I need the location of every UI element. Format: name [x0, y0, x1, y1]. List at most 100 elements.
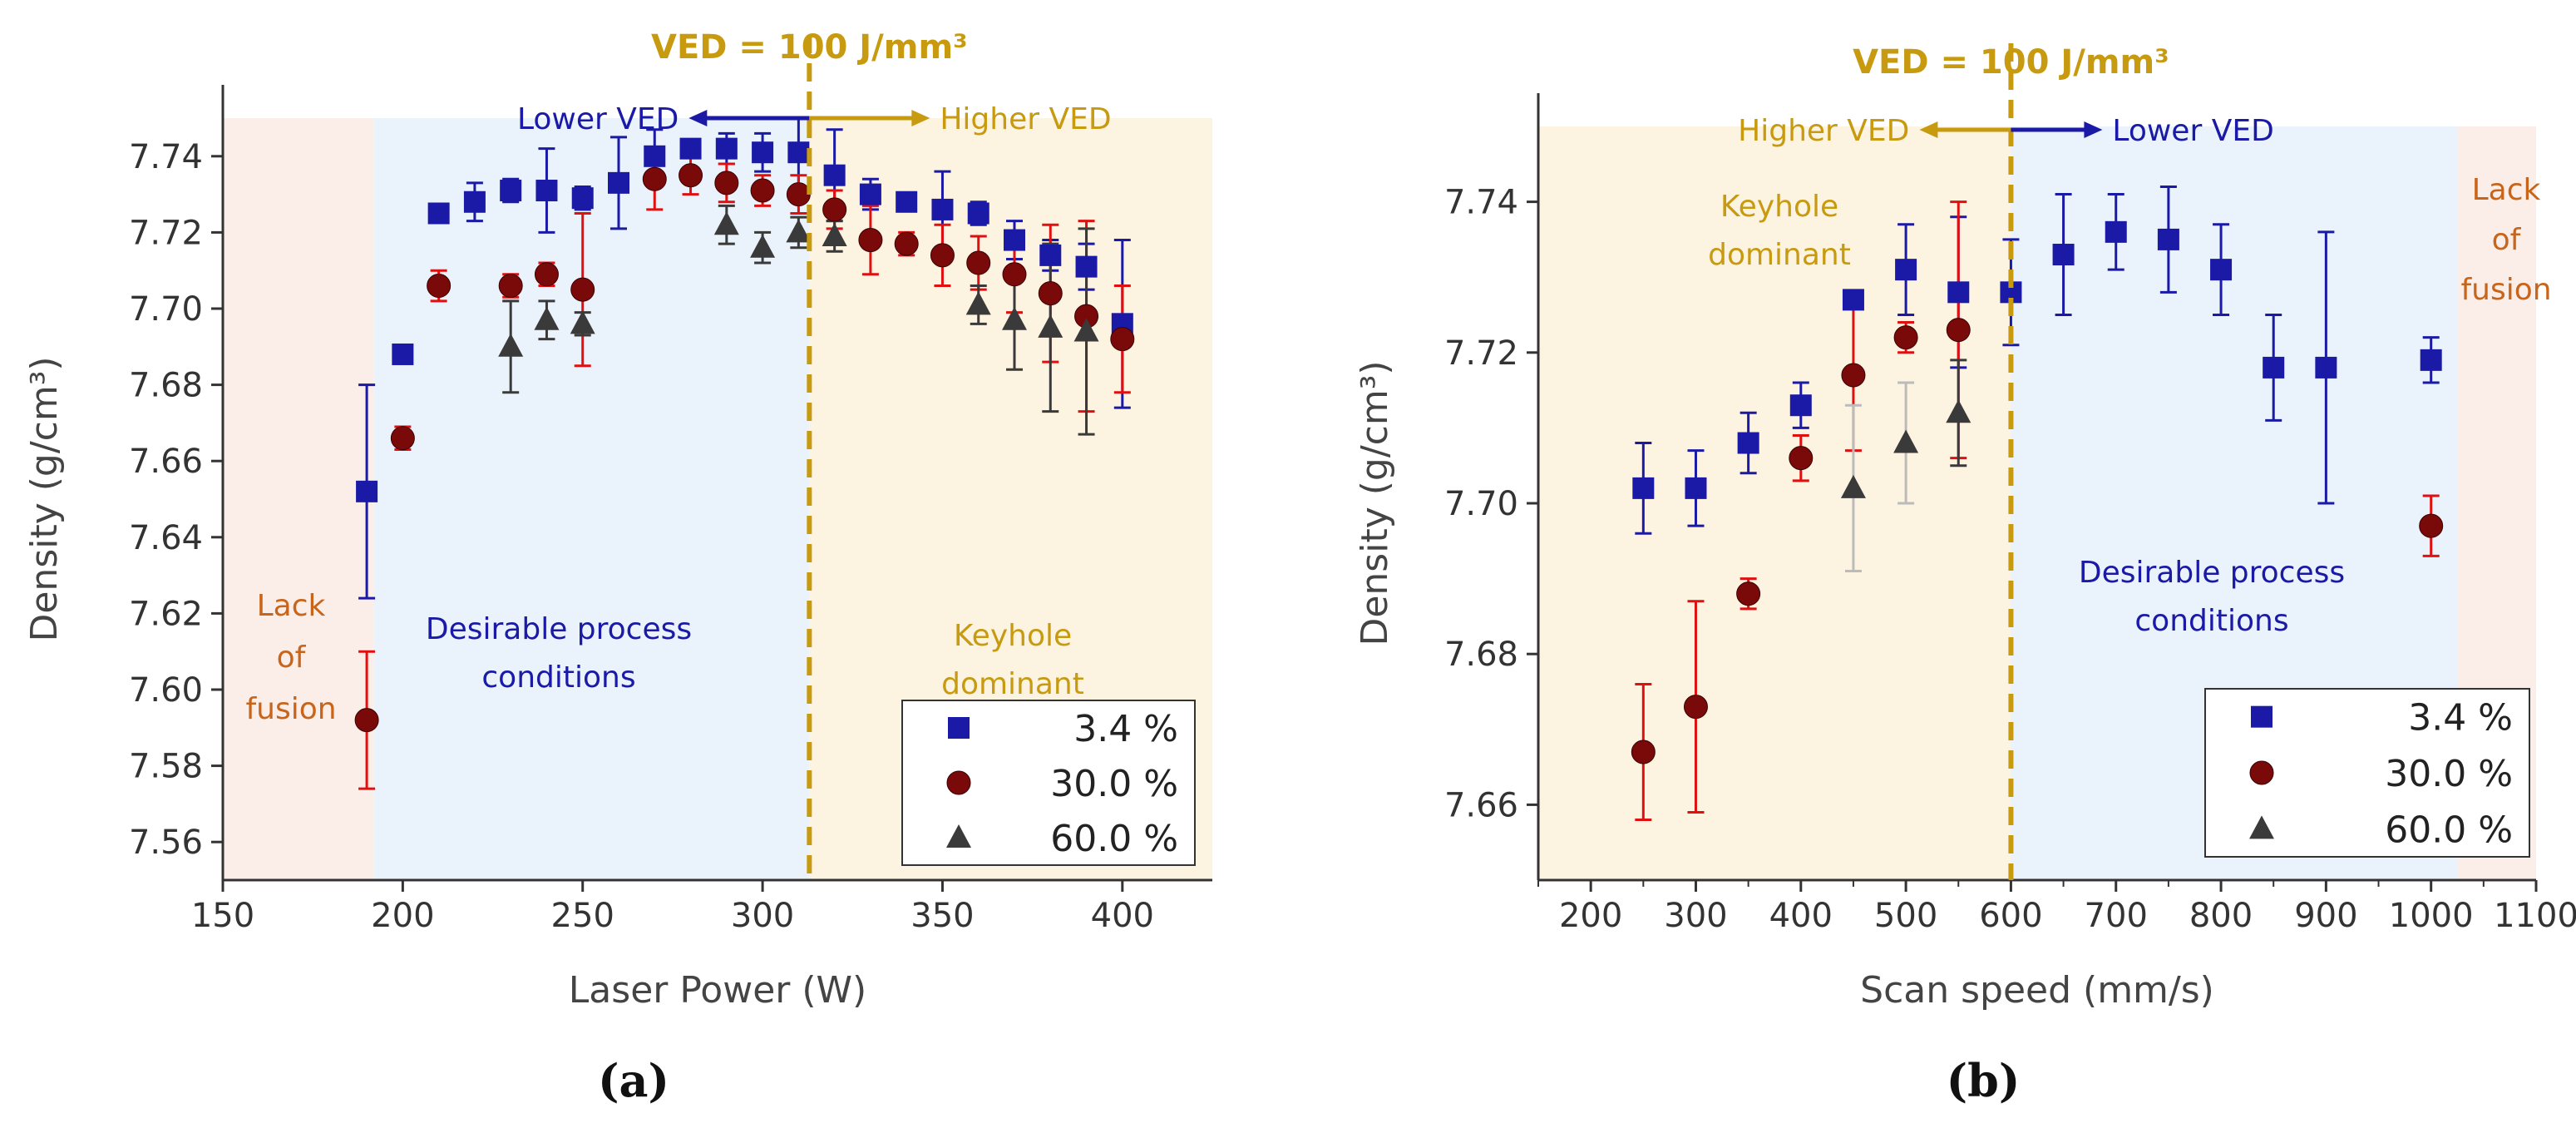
panel-b-ticks: 200 300 400 500 600 700 800 900 1000 1100 7.66 7.68…: [1444, 184, 2576, 935]
panel-b-ved-label: VED = 100 J/mm³: [1853, 43, 2169, 82]
y-tick-label: 7.64: [129, 519, 203, 557]
data-point-3-4: [1632, 477, 1655, 499]
zone-desirable-label-line: Desirable process: [426, 612, 692, 646]
data-point-3-4: [356, 480, 378, 502]
data-point-60-0: [1038, 314, 1063, 338]
panel-a-arrow-right-head: [911, 110, 930, 126]
data-point-3-4: [1004, 229, 1025, 251]
data-point-3-4: [967, 202, 989, 225]
data-point-30-0: [930, 243, 955, 268]
x-tick-label: 250: [551, 897, 614, 935]
data-point-3-4: [644, 145, 666, 167]
data-point-3-4: [427, 202, 450, 225]
data-point-3-4: [1789, 394, 1812, 417]
zone-lack: [223, 118, 374, 880]
data-point-60-0: [498, 333, 524, 357]
x-tick-label: 500: [1874, 897, 1937, 935]
panel-a-x-axis-title: Laser Power (W): [569, 969, 866, 1012]
data-point-30-0: [1893, 325, 1918, 350]
data-point-30-0: [1789, 446, 1814, 471]
zone-desirable-label-line: conditions: [481, 660, 635, 695]
legend-marker-1: [946, 770, 971, 795]
y-tick-label: 7.74: [1444, 184, 1518, 222]
zone-keyhole-label-line: Keyhole: [1720, 190, 1838, 224]
panel-a-ved-arrows: Lower VED Higher VED: [517, 102, 1112, 136]
zone-desirable: [373, 118, 810, 880]
panel-a-caption: (a): [598, 1054, 669, 1107]
data-point-3-4: [931, 198, 954, 220]
data-point-3-4: [2263, 356, 2285, 378]
data-point-3-4: [500, 180, 522, 202]
panel-a-y-axis-title: Density (g/cm³): [23, 356, 66, 641]
data-point-3-4: [463, 190, 486, 213]
panel-a-legend-entry-30: 30.0 %: [1050, 763, 1178, 805]
data-point-30-0: [1683, 695, 1708, 720]
data-point-3-4: [1039, 244, 1062, 266]
data-point-3-4: [859, 183, 881, 205]
data-point-60-0: [1073, 318, 1099, 342]
x-tick-label: 300: [731, 897, 794, 935]
y-tick-label: 7.72: [129, 214, 203, 252]
panel-a-axes: [221, 85, 1212, 882]
x-tick-label: 900: [2294, 897, 2357, 935]
panel-b-ved-arrows: Higher VED Lower VED: [1738, 114, 2274, 148]
x-tick-label: 1000: [2389, 897, 2474, 935]
data-point-30-0: [679, 163, 703, 188]
x-tick-label: 300: [1664, 897, 1727, 935]
data-point-60-0: [1840, 474, 1866, 498]
panel-b-arrow-right-head: [2084, 121, 2103, 138]
data-point-3-4: [787, 141, 810, 164]
data-point-3-4: [535, 180, 558, 202]
legend-marker-0: [948, 717, 970, 739]
y-tick-label: 7.58: [129, 748, 203, 786]
zone-lack-label-line: fusion: [245, 692, 336, 726]
data-point-3-4: [896, 190, 918, 213]
panel-b-legend-entry-3-4: 3.4 %: [2408, 697, 2513, 740]
zone-lack-label-line: Lack: [2472, 173, 2541, 207]
data-point-3-4: [752, 141, 774, 164]
panel-a-ticks: 150 200 250 300 350 400 7.56 7.58 7.60 7.62 7.64 7.…: [129, 138, 1154, 935]
x-tick-label: 150: [191, 897, 254, 935]
data-point-3-4: [2052, 244, 2075, 266]
x-tick-label: 200: [1559, 897, 1622, 935]
data-point-30-0: [498, 274, 523, 299]
x-tick-label: 800: [2189, 897, 2253, 935]
data-point-60-0: [1002, 306, 1027, 330]
data-point-30-0: [354, 708, 379, 733]
legend-marker-0: [2251, 705, 2273, 728]
panel-a-arrow-left-head: [688, 110, 708, 126]
panel-a-ved-label: VED = 100 J/mm³: [651, 28, 968, 67]
panel-a-legend: 3.4 % 30.0 % 60.0 %: [901, 700, 1196, 866]
panel-b-arrow-right-label: Lower VED: [2112, 114, 2273, 148]
data-point-30-0: [427, 274, 452, 299]
data-point-30-0: [1946, 318, 1971, 343]
panel-b-x-axis-title: Scan speed (mm/s): [1860, 969, 2214, 1012]
data-point-3-4: [823, 164, 846, 186]
y-tick-label: 7.72: [1444, 334, 1518, 373]
data-point-3-4: [2315, 356, 2337, 378]
data-point-30-0: [1038, 281, 1063, 306]
data-point-30-0: [1736, 581, 1761, 606]
zone-keyhole: [1538, 126, 2011, 880]
data-point-60-0: [786, 219, 812, 243]
panel-b-legend-entry-30: 30.0 %: [2385, 753, 2513, 795]
zone-desirable-label-line: Desirable process: [2079, 556, 2345, 590]
data-point-30-0: [1002, 262, 1027, 287]
data-point-30-0: [858, 228, 883, 253]
data-point-30-0: [750, 178, 775, 203]
data-point-3-4: [2105, 220, 2127, 243]
zone-keyhole-label-line: dominant: [1708, 238, 1851, 272]
panel-b-axes: [1537, 93, 2536, 882]
legend-marker-2: [2249, 815, 2274, 839]
data-point-30-0: [1110, 327, 1135, 352]
data-point-30-0: [894, 231, 919, 256]
x-tick-label: 700: [2085, 897, 2148, 935]
y-tick-label: 7.68: [129, 367, 203, 405]
data-point-30-0: [786, 182, 811, 207]
panel-a-arrow-left-label: Lower VED: [517, 102, 679, 136]
data-point-30-0: [714, 171, 739, 195]
data-point-3-4: [715, 137, 738, 160]
data-point-30-0: [642, 166, 667, 191]
zone-lack-label-line: of: [2492, 223, 2522, 257]
data-point-60-0: [822, 222, 847, 246]
